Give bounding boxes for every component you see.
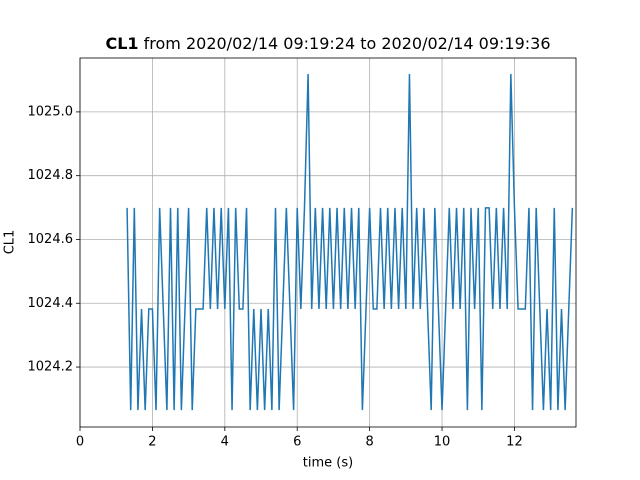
x-tick-label: 2 (148, 435, 156, 450)
y-axis-label: CL1 (3, 230, 18, 255)
x-tick-label: 12 (506, 435, 523, 450)
y-tick-label: 1025.0 (28, 104, 74, 119)
y-tick-label: 1024.6 (28, 232, 74, 247)
title-bold: CL1 (105, 34, 138, 53)
title-rest: from 2020/02/14 09:19:24 to 2020/02/14 0… (144, 34, 551, 53)
y-tick-label: 1024.8 (28, 168, 74, 183)
x-tick-label: 0 (76, 435, 84, 450)
y-tick-label: 1024.2 (28, 360, 74, 375)
x-tick-label: 6 (293, 435, 301, 450)
x-tick-label: 10 (434, 435, 451, 450)
plot-frame (79, 57, 577, 428)
data-line (126, 73, 574, 411)
chart-title: CL1 from 2020/02/14 09:19:24 to 2020/02/… (105, 34, 550, 53)
y-tick-label: 1024.4 (28, 296, 74, 311)
x-tick-label: 8 (365, 435, 373, 450)
x-tick-label: 4 (221, 435, 229, 450)
x-axis-label: time (s) (303, 456, 353, 471)
